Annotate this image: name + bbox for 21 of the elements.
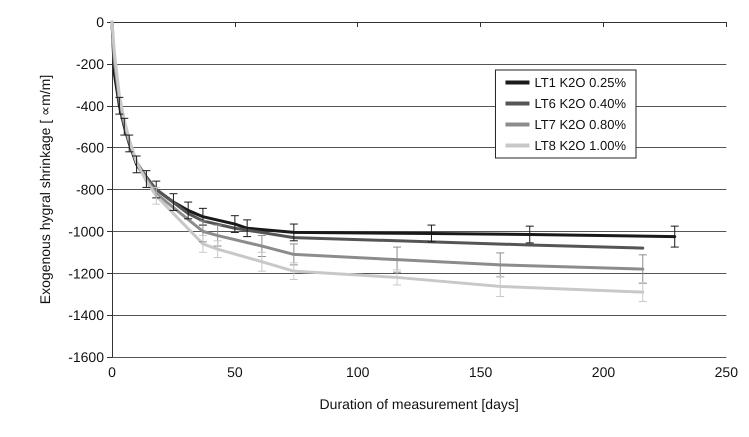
x-tick-label: 0: [108, 364, 116, 380]
legend-label: LT7 K2O 0.80%: [534, 117, 626, 132]
y-tick-label: -1200: [68, 265, 104, 282]
y-tick-label: -200: [76, 56, 104, 72]
legend-label: LT1 K2O 0.25%: [534, 75, 626, 90]
y-tick-label: -800: [76, 182, 104, 198]
y-axis-title: Exogenous hygral shrinkage [ ∝m/m]: [37, 74, 53, 304]
legend-label: LT8 K2O 1.00%: [534, 138, 626, 153]
x-tick-label: 150: [468, 364, 492, 380]
x-tick-label: 50: [227, 364, 243, 380]
y-tick-label: -1000: [68, 223, 104, 240]
x-tick-label: 200: [592, 364, 616, 380]
y-tick-label: -400: [76, 98, 104, 114]
y-tick-label: -1600: [68, 349, 104, 365]
legend-label: LT6 K2O 0.40%: [534, 96, 626, 111]
x-axis-title: Duration of measurement [days]: [320, 396, 519, 412]
y-tick-label: -1400: [68, 307, 104, 324]
y-tick-label: -600: [76, 140, 104, 156]
y-tick-label: 0: [96, 14, 104, 30]
x-tick-label: 100: [346, 364, 370, 380]
x-tick-label: 250: [714, 364, 738, 380]
